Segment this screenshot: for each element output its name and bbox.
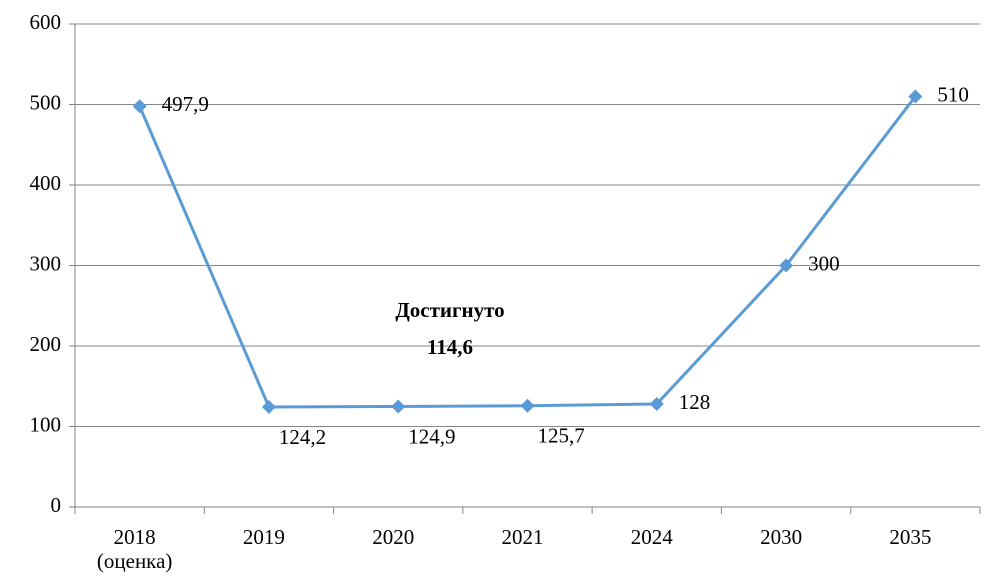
- marker: [261, 400, 276, 415]
- data-label: 124,9: [408, 424, 455, 448]
- marker: [520, 398, 535, 413]
- y-tick-label: 600: [30, 10, 62, 34]
- annotation: 114,6: [427, 335, 473, 359]
- y-tick-label: 100: [30, 412, 62, 436]
- x-tick-label: 2018 (оценка): [96, 525, 173, 573]
- y-tick-label: 200: [30, 332, 62, 356]
- line: [138, 95, 917, 409]
- data-label: 125,7: [538, 424, 585, 448]
- x-tick-label: 2019: [242, 525, 285, 549]
- data-label: 128: [679, 390, 711, 414]
- y-tick-label: 500: [30, 90, 62, 114]
- x-tick-label: 2030: [760, 525, 803, 549]
- marker: [132, 99, 147, 114]
- y-tick-label: 300: [30, 251, 62, 275]
- marker: [908, 89, 923, 104]
- y-tick-label: 400: [30, 171, 62, 195]
- marker: [649, 396, 664, 411]
- y-tick-label: 0: [51, 493, 62, 517]
- data-label: 497,9: [162, 92, 209, 116]
- x-tick-label: 2021: [501, 525, 544, 549]
- x-tick-label: 2024: [630, 525, 673, 549]
- x-tick-label: 2035: [889, 525, 932, 549]
- x-tick-label: 2020: [372, 525, 415, 549]
- marker: [391, 399, 406, 414]
- data-label: 300: [808, 251, 840, 275]
- marker: [779, 258, 794, 273]
- annotation: Достигнуто: [395, 298, 504, 322]
- data-label: 510: [937, 82, 969, 106]
- data-label: 124,2: [279, 425, 326, 449]
